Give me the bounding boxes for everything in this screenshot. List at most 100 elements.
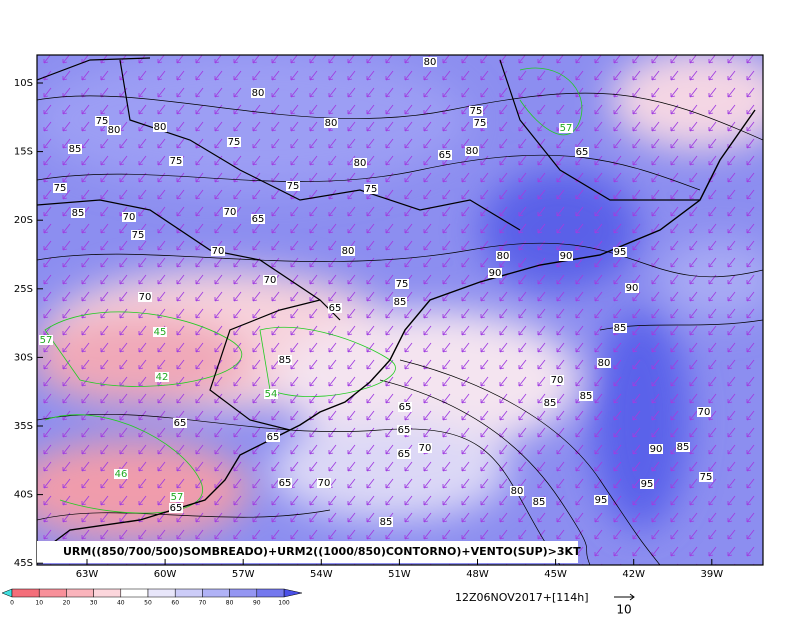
contour-label-bg <box>153 122 167 132</box>
contour-label-bg <box>341 246 355 256</box>
lat-label: 15S <box>14 147 33 158</box>
contour-label-bg <box>68 144 82 154</box>
lat-label: 25S <box>14 284 33 295</box>
vector-scale: 10 <box>616 603 631 617</box>
contour-label-bg <box>395 279 409 289</box>
contour-label: 57 <box>560 123 573 134</box>
contour-label: 65 <box>398 449 411 460</box>
contour-label: 75 <box>365 184 378 195</box>
colorbar-label: 50 <box>144 600 152 607</box>
contour-label-bg <box>324 118 338 128</box>
contour-label: 80 <box>466 146 479 157</box>
contour-label: 80 <box>354 158 367 169</box>
contour-label-bg <box>613 323 627 333</box>
contour-label-bg <box>423 57 437 67</box>
contour-label: 54 <box>265 389 278 400</box>
contour-label-bg <box>579 391 593 401</box>
contour-label-bg <box>53 183 67 193</box>
contour-label-bg <box>263 275 277 285</box>
colorbar-label: 10 <box>35 600 43 607</box>
contour-label: 80 <box>511 486 524 497</box>
contour-label-bg <box>364 184 378 194</box>
contour-label: 57 <box>40 335 53 346</box>
contour-label-bg <box>95 116 109 126</box>
contour-label-bg <box>379 517 393 527</box>
contour-label-bg <box>138 292 152 302</box>
contour-label: 80 <box>424 57 437 68</box>
contour-label-bg <box>575 147 589 157</box>
contour-label: 75 <box>96 116 109 127</box>
colorbar-label: 40 <box>117 600 125 607</box>
contour-label-bg <box>251 88 265 98</box>
contour-label: 80 <box>342 246 355 257</box>
contour-label: 70 <box>698 407 711 418</box>
contour-label-bg <box>122 212 136 222</box>
contour-label-bg <box>251 214 265 224</box>
contour-label: 75 <box>228 137 241 148</box>
contour-label-bg <box>131 230 145 240</box>
contour-label: 80 <box>252 88 265 99</box>
contour-label: 85 <box>380 517 393 528</box>
contour-label: 85 <box>533 497 546 508</box>
contour-label-bg <box>397 425 411 435</box>
contour-label-bg <box>286 181 300 191</box>
colorbar-end <box>1 588 13 598</box>
contour-label-bg <box>418 443 432 453</box>
contour-label-bg <box>227 137 241 147</box>
colorbar-label: 90 <box>253 600 261 607</box>
lon-label: 63W <box>76 569 99 580</box>
contour-label-bg <box>594 495 608 505</box>
colorbar-bin <box>66 588 94 598</box>
contour-label-bg <box>510 486 524 496</box>
contour-label: 75 <box>287 181 300 192</box>
lon-label: 39W <box>700 569 723 580</box>
contour-label: 65 <box>174 418 187 429</box>
contour-label-bg <box>496 251 510 261</box>
contour-label-bg <box>153 327 167 337</box>
contour-label: 70 <box>212 246 225 257</box>
contour-label: 90 <box>560 251 573 262</box>
colorbar-label: 60 <box>171 600 179 607</box>
caption: URM((850/700/500)SOMBREADO)+URM2((1000/8… <box>63 545 581 558</box>
contour-label: 65 <box>279 478 292 489</box>
contour-label: 85 <box>544 398 557 409</box>
lon-label: 48W <box>466 569 489 580</box>
contour-label: 65 <box>329 303 342 314</box>
contour-label: 95 <box>641 479 654 490</box>
contour-label: 85 <box>72 208 85 219</box>
contour-label-bg <box>170 492 184 502</box>
contour-label: 75 <box>54 183 67 194</box>
colorbar-bin <box>202 588 230 598</box>
contour-label: 85 <box>614 323 627 334</box>
contour-label-bg <box>697 407 711 417</box>
contour-label-bg <box>155 372 169 382</box>
lon-label: 45W <box>544 569 567 580</box>
contour-label-bg <box>559 123 573 133</box>
lat-label: 30S <box>14 352 33 363</box>
contour-label: 85 <box>580 391 593 402</box>
contour-label: 70 <box>419 443 432 454</box>
contour-label-bg <box>39 335 53 345</box>
contour-label: 70 <box>123 212 136 223</box>
contour-label-bg <box>266 432 280 442</box>
contour-label: 75 <box>700 472 713 483</box>
contour-label-bg <box>353 158 367 168</box>
contour-label-bg <box>597 358 611 368</box>
contour-label-bg <box>473 118 487 128</box>
contour-label-bg <box>699 472 713 482</box>
contour-label-bg <box>676 442 690 452</box>
contour-label: 70 <box>224 207 237 218</box>
contour-label-bg <box>223 207 237 217</box>
contour-label-bg <box>169 156 183 166</box>
contour-label: 65 <box>576 147 589 158</box>
colorbar-bin <box>38 588 67 598</box>
caption-box <box>37 541 578 563</box>
contour-label-bg <box>543 398 557 408</box>
contour-label-bg <box>114 469 128 479</box>
contour-label: 80 <box>325 118 338 129</box>
contour-label-bg <box>264 389 278 399</box>
lat-label: 10S <box>14 78 33 89</box>
colorbar-label: 0 <box>10 600 14 607</box>
contour-label: 70 <box>318 478 331 489</box>
contour-label: 46 <box>115 469 128 480</box>
